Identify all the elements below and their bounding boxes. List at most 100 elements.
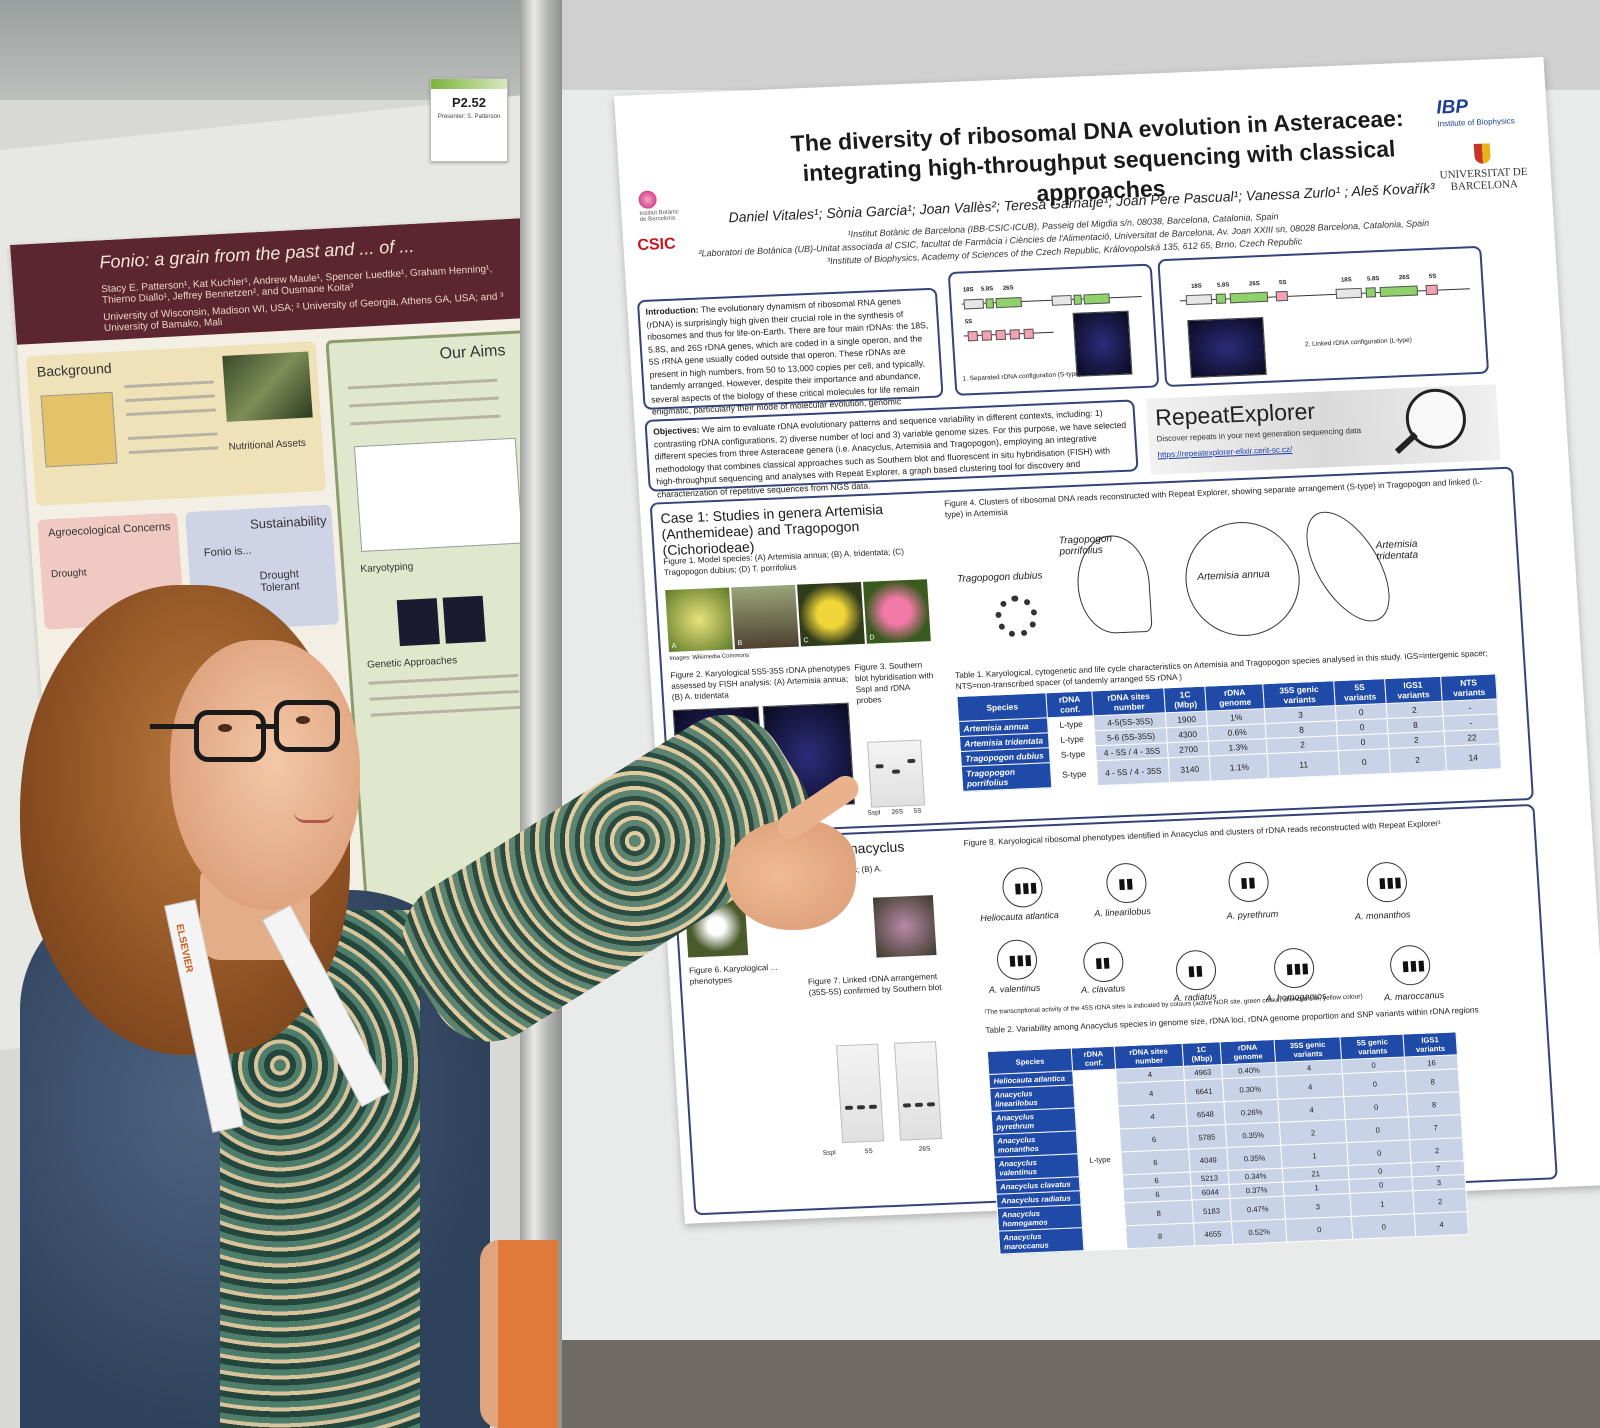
gene-58s (1215, 293, 1227, 304)
table-cell: 1900 (1165, 711, 1208, 728)
southern-blot (836, 1043, 885, 1144)
table-cell: 4049 (1188, 1147, 1229, 1173)
gene-58s (1073, 294, 1083, 305)
table-cell: 8 (1407, 1091, 1462, 1117)
objectives-label: Objectives: (652, 424, 700, 437)
table-cell: 1 (1350, 1190, 1415, 1217)
table-cell: 1.1% (1209, 753, 1270, 781)
table2-col: 35S genic variants (1274, 1036, 1342, 1063)
aims-heading: Our Aims (439, 342, 506, 363)
ibb-logo-text: Institut Botànic de Barcelona (639, 209, 679, 223)
gene-label: 26S (1248, 281, 1260, 288)
gene-label: 5.8S (1366, 276, 1380, 283)
photo-anacyclus (872, 895, 937, 958)
table-cell: 2 (1388, 746, 1447, 774)
text-line (370, 705, 521, 717)
blot-lane-label: 5S (913, 807, 922, 815)
table-cell: 1 (1280, 1142, 1349, 1169)
cluster-label: A. linearilobus (1093, 906, 1152, 919)
blot-lane-label: 26S (891, 808, 904, 816)
gene-18s (963, 298, 985, 310)
magnifier-handle (1394, 432, 1418, 455)
rdna-phenotype-cluster: ▮▮ (1174, 949, 1218, 991)
table-cell: 4 (1118, 1103, 1187, 1129)
table2-col: rDNA sites number (1114, 1043, 1184, 1070)
table2-col: rDNA conf. (1071, 1046, 1116, 1071)
agroecological-heading: Agroecological Concerns (47, 520, 171, 540)
blot-band (902, 1103, 912, 1108)
table1-col: 35S genic variants (1263, 680, 1336, 709)
gene-label: 5S (1278, 279, 1287, 287)
glasses-lens (274, 700, 340, 752)
table-cell: 4 (1414, 1211, 1469, 1237)
gene-18s (1051, 294, 1073, 306)
photo-letter: A (671, 642, 677, 650)
rdna-phenotype-cluster: ▮▮▮ (1272, 947, 1316, 989)
tag-strip (431, 79, 507, 89)
table-cell: 14 (1445, 743, 1502, 772)
rdna-phenotype-cluster: ▮▮▮ (1388, 944, 1432, 987)
fig8-caption: Figure 8. Karyological ribosomal phenoty… (963, 818, 1441, 848)
rdna-phenotype-cluster: ▮▮▮ (995, 938, 1039, 981)
photo-artemisia-tridentata: B (731, 584, 799, 650)
table-cell: 0 (1345, 1116, 1410, 1143)
gene-5s (1275, 290, 1289, 302)
table1-col: rDNA genome (1205, 683, 1265, 712)
blot-band (875, 764, 884, 769)
karyotype-image (442, 595, 486, 644)
cluster-label: A. clavatus (1080, 983, 1126, 996)
table-cell: 7 (1408, 1114, 1463, 1140)
cluster-artemisia-tridentata (1289, 498, 1407, 635)
lanyard-text: ELSEVIER (173, 923, 195, 974)
rdna-bars-icon: ▮▮▮ (1283, 957, 1309, 980)
board-pole (520, 0, 562, 1428)
gene-label: 26S (1002, 285, 1014, 292)
ibb-logo: Institut Botànic de Barcelona (638, 189, 680, 223)
fig3-caption: Figure 3. Southern blot hybridisation wi… (854, 660, 934, 706)
magnifier-icon (1404, 387, 1468, 450)
photo-tragopogon-porrifolius: D (863, 579, 931, 644)
sustainability-heading: Sustainability (249, 512, 328, 532)
fonio-statistics-chart (353, 437, 524, 552)
gene-26s (1229, 291, 1269, 304)
rdna-bars-icon: ▮▮ (1115, 872, 1133, 895)
photo-tragopogon-dubius: C (797, 581, 865, 647)
presenter-face (170, 640, 360, 910)
repeatexplorer-title: RepeatExplorer (1154, 397, 1316, 431)
presenter-eye (296, 716, 310, 724)
table-cell: 2 (1409, 1137, 1465, 1163)
rdna-bars-icon: ▮▮▮ (1376, 871, 1402, 894)
poster-code: P2.52 (452, 95, 486, 110)
repeatexplorer-banner: RepeatExplorer Discover repeats in your … (1146, 384, 1501, 475)
table-cell: 0 (1351, 1213, 1416, 1240)
rdna-bars-icon: ▮▮ (1237, 871, 1255, 894)
ibp-logo: IBP Institute of Biophysics (1436, 94, 1518, 128)
table-cell: Anacyclus maroccanus (998, 1227, 1085, 1255)
gene-18s (1335, 287, 1363, 299)
blot-lane-label: 5S (864, 1147, 873, 1156)
gene-58s (1365, 287, 1377, 298)
table-cell: 0.35% (1226, 1145, 1283, 1171)
drought-tolerant-heading: Drought Tolerant (259, 568, 301, 595)
table-cell: 0.52% (1231, 1219, 1287, 1245)
text-line (128, 446, 219, 455)
table-cell: Tragopogon porrifolius (961, 762, 1052, 792)
presenter-smile (294, 812, 334, 823)
fig4-caption: Figure 4. Clusters of ribosomal DNA read… (943, 476, 1483, 520)
ub-shield-icon (1473, 143, 1491, 164)
presenter-name: Presenter: S. Patterson (437, 114, 501, 120)
cluster-label: Tragopogon dubius (956, 570, 1043, 585)
gene-5s (1009, 329, 1021, 340)
rdna-bars-icon: ▮▮▮ (1011, 876, 1037, 899)
table1-col: IGS1 variants (1384, 676, 1443, 704)
text-line (126, 408, 217, 417)
text-line (369, 689, 520, 701)
blot-band (891, 769, 901, 774)
gene-58s (985, 298, 995, 309)
background-section: Background Nutritional Assets (25, 341, 326, 506)
text-line (350, 414, 501, 426)
fig6-caption: Figure 6. Karyological ... phenotypes (688, 962, 778, 987)
introduction-box: Introduction: The evolutionary dynamism … (636, 287, 944, 429)
blot-lane-label: SspI (867, 809, 881, 817)
